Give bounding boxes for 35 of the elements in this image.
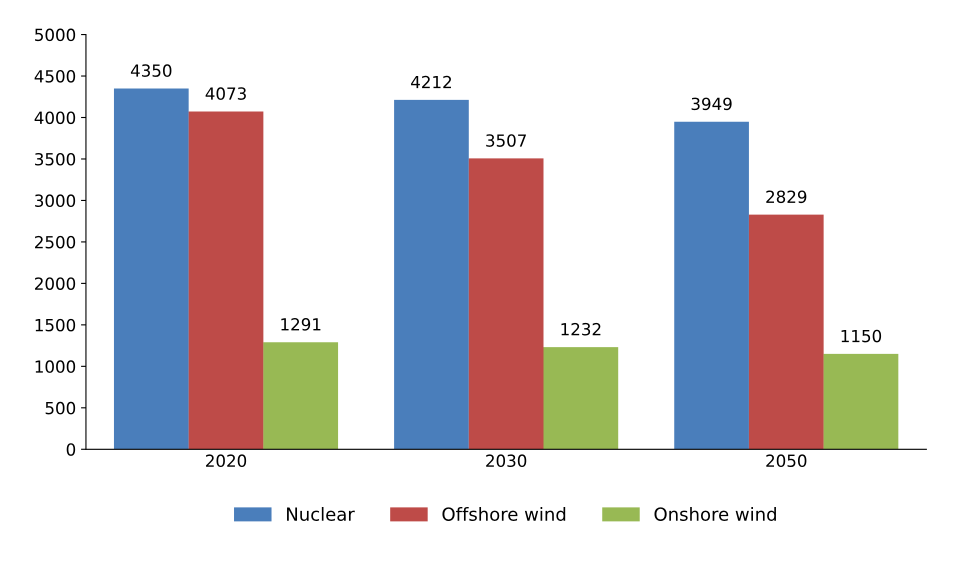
y-tick-label: 4000 [34,111,76,124]
y-tick-label: 4500 [34,70,76,83]
x-tick-label: 2030 [486,454,526,468]
bar [468,158,544,450]
y-tick-label: 1500 [36,318,76,332]
y-tick-label: 2500 [35,236,76,248]
y-tick-label: 0 [66,443,76,456]
bar [824,354,898,450]
data-label: 3949 [692,98,732,110]
y-tick-label: 3500 [35,152,76,166]
data-label: 1150 [842,330,882,342]
x-tick-label: 2050 [766,454,806,468]
bar [674,122,749,450]
y-tick-label: 2000 [35,277,76,290]
y-tick-label: 1000 [36,360,76,373]
legend-label: Nuclear [287,507,355,521]
data-label: 4073 [206,87,246,100]
data-label: 3507 [486,134,526,147]
bar [748,214,824,450]
legend-label: Onshore wind [654,507,776,521]
bar [188,111,264,450]
y-tick-label: 5000 [35,28,76,42]
legend-label: Offshore wind [442,507,566,521]
x-tick-label: 2020 [206,454,246,468]
y-tick-label: 500 [46,402,76,414]
bar [263,342,338,450]
y-tick-label: 3000 [35,194,76,208]
data-label: 4212 [411,76,451,88]
bar [114,88,189,450]
data-label: 1291 [281,318,320,331]
bar [544,347,618,450]
data-label: 1232 [561,322,600,336]
data-label: 2829 [766,190,806,204]
data-label: 4350 [130,64,172,77]
bar [394,100,469,450]
